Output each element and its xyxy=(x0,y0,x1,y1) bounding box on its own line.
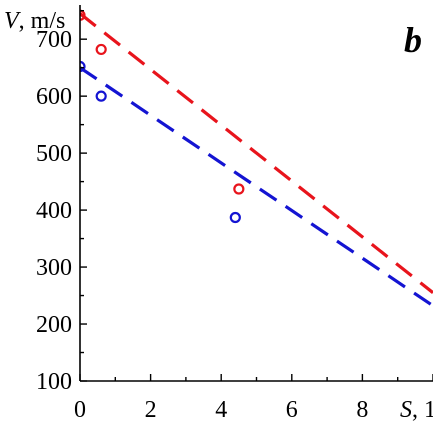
series-1-point-0 xyxy=(80,60,86,73)
series-1-point-1 xyxy=(95,90,107,102)
y-tick-label: 300 xyxy=(36,255,72,281)
y-axis-variable: V xyxy=(4,8,21,34)
x-tick-label: 2 xyxy=(145,397,157,423)
x-tick-label: 6 xyxy=(286,397,298,423)
y-tick-label: 700 xyxy=(36,27,72,53)
x-tick-label: 0 xyxy=(74,397,86,423)
series-0-point-0 xyxy=(80,9,86,21)
y-tick-label: 200 xyxy=(36,312,72,338)
series-1-point-2 xyxy=(229,211,241,224)
series-0-fit-line xyxy=(80,12,433,294)
x-tick-label: 4 xyxy=(215,397,227,423)
axes: 100 200 300 400 500 600 700 0 2 4 6 8 xyxy=(36,5,433,423)
plot-area xyxy=(80,9,433,308)
series-1-fit-line xyxy=(80,66,433,308)
x-tick-label: 8 xyxy=(356,397,368,423)
y-tick-label: 400 xyxy=(36,198,72,224)
y-tick-label: 500 xyxy=(36,141,72,167)
x-axis-variable: S xyxy=(400,397,412,423)
y-axis-unit: , m/s xyxy=(19,8,66,34)
panel-label: b xyxy=(404,20,422,60)
series-0-point-2 xyxy=(233,183,245,195)
y-tick-label: 600 xyxy=(36,84,72,110)
x-axis-unit: , 1 xyxy=(412,397,433,423)
y-tick-label: 100 xyxy=(36,369,72,395)
labels: V, m/s S, 1 b xyxy=(4,8,433,423)
x-axis-title: S, 1 xyxy=(400,397,433,423)
series-0-point-1 xyxy=(95,43,107,56)
y-axis-title: V, m/s xyxy=(4,8,65,34)
